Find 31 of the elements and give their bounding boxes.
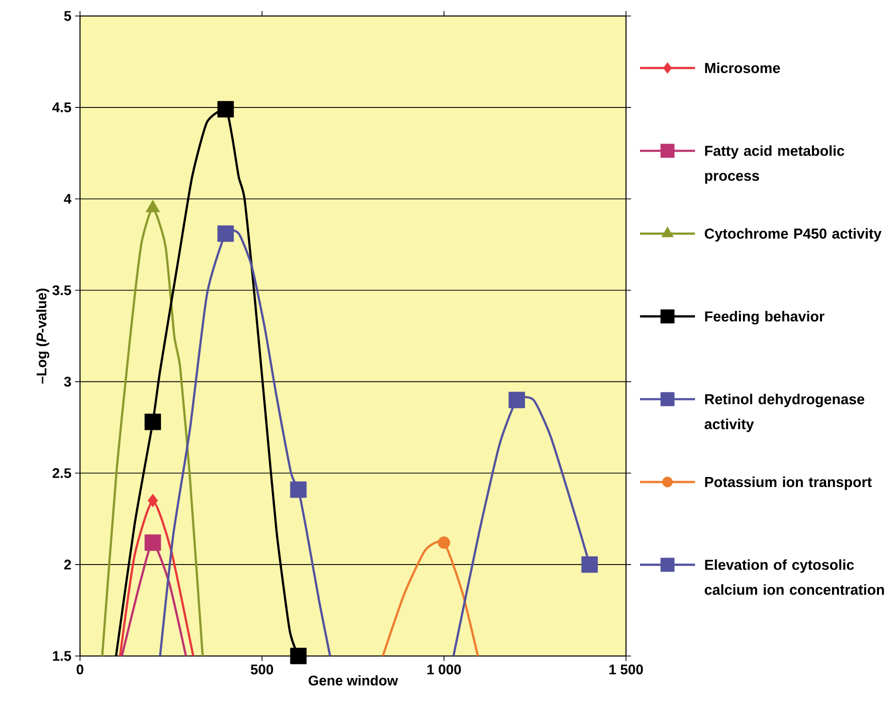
y-tick-label: 3.5: [52, 285, 72, 296]
x-axis-title: Gene window: [308, 675, 398, 686]
y-tick-label: 1.5: [52, 651, 72, 661]
y-axis-title: –Log (P-value): [36, 288, 50, 384]
legend-label: Elevation of cytosolic calcium ion concentration: [704, 559, 884, 595]
x-tick-label: 0: [76, 664, 84, 674]
y-tick-label: 3: [64, 376, 71, 387]
point: [290, 648, 307, 664]
y-tick-label: 2: [64, 560, 71, 570]
legend-label: Feeding behavior: [705, 310, 824, 324]
legend-label: Potassium ion transport: [705, 476, 872, 490]
point: [290, 481, 307, 498]
legend-label: Microsome: [705, 62, 780, 74]
y-tick-label: 4: [64, 194, 72, 204]
point: [144, 414, 162, 430]
point: [217, 225, 234, 242]
y-tick-label: 2.5: [52, 468, 72, 478]
legend-label: Fatty acid metabolic process: [705, 145, 844, 184]
x-tick-label: 1 000: [427, 664, 461, 674]
legend-label: Cytochrome P450 activity: [704, 228, 882, 242]
point: [508, 392, 526, 408]
point: [581, 556, 598, 573]
point: [144, 534, 162, 551]
x-tick-label: 500: [250, 664, 274, 674]
point: [148, 494, 158, 508]
y-tick-label: 4.5: [52, 102, 72, 112]
legend-label: Retinol dehydrogenase activity: [704, 394, 864, 432]
y-tick-label: 5: [64, 11, 72, 21]
point: [438, 536, 450, 549]
point: [217, 101, 234, 118]
x-tick-label: 1 500: [609, 664, 643, 674]
